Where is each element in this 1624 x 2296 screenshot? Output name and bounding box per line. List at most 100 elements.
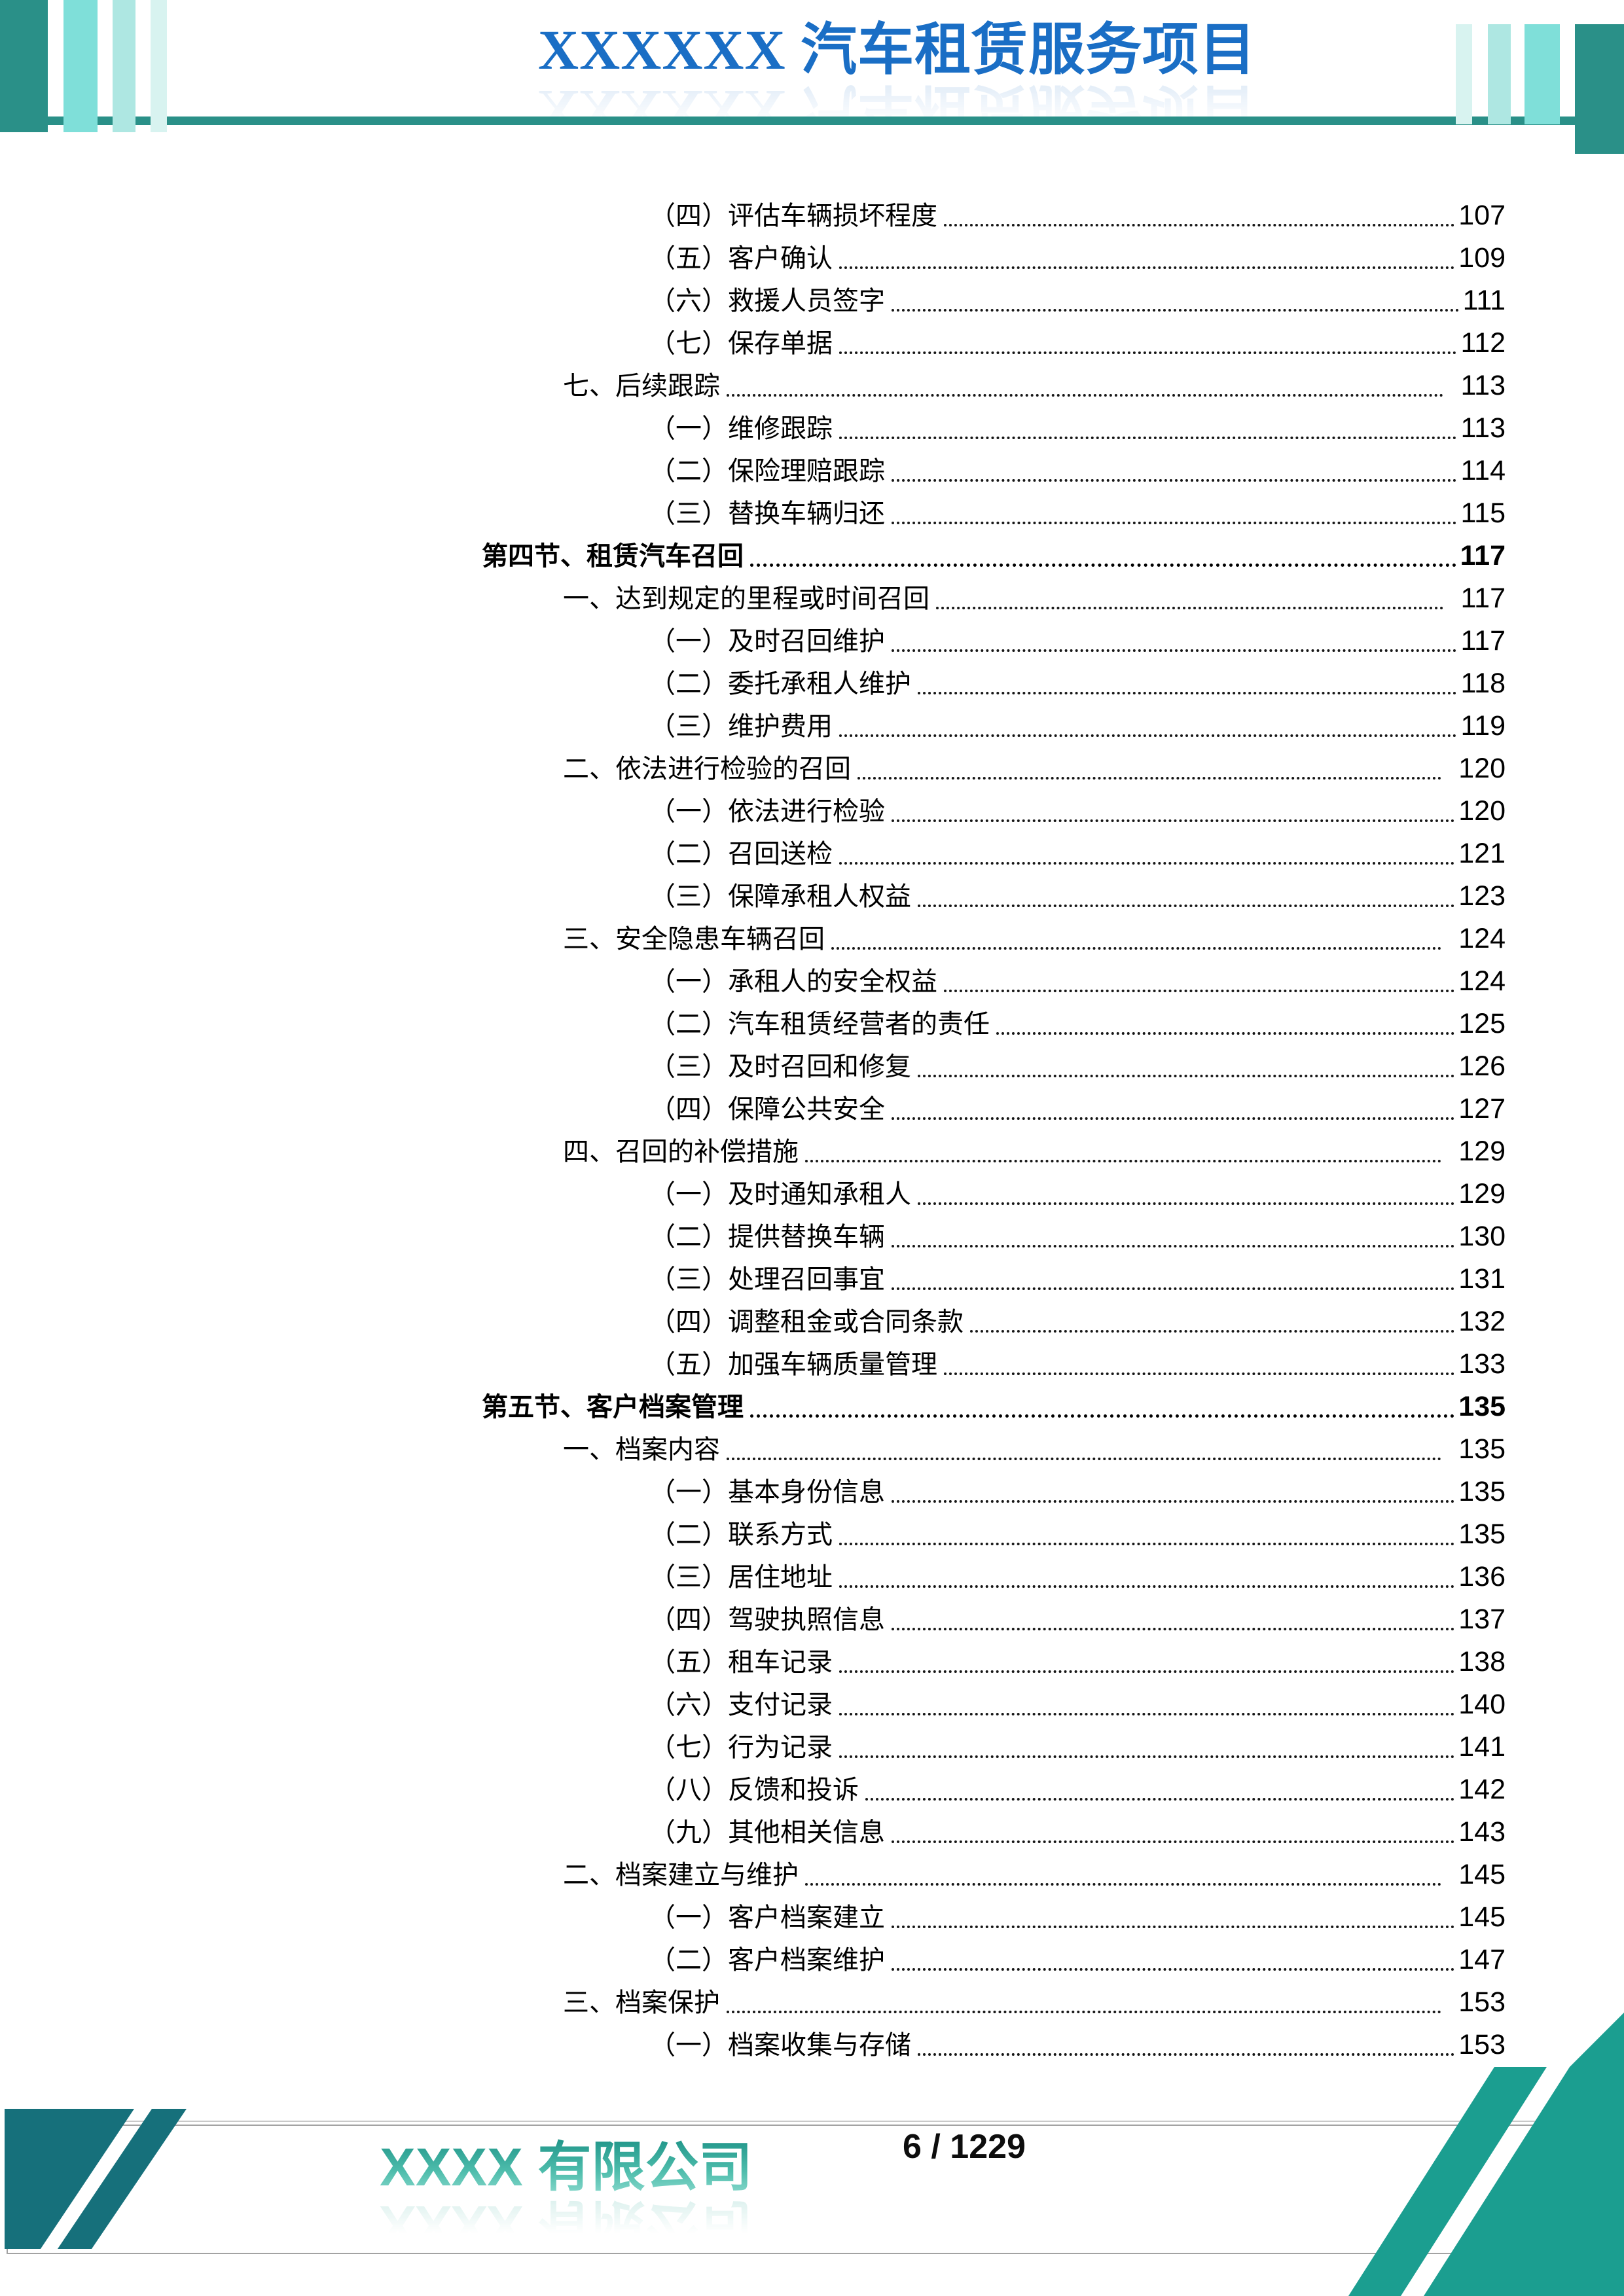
toc-entry[interactable]: （四）调整租金或合同条款 132 <box>0 1300 1624 1343</box>
toc-entry[interactable]: （七）行为记录 141 <box>0 1726 1624 1768</box>
toc-page-number: 120 <box>1458 795 1506 827</box>
toc-dot-leader <box>750 1414 1455 1418</box>
toc-entry[interactable]: （三）保障承租人权益 123 <box>0 875 1624 918</box>
toc-entry[interactable]: （八）反馈和投诉 142 <box>0 1768 1624 1811</box>
toc-page-number: 123 <box>1458 880 1506 912</box>
toc-page-number: 145 <box>1458 1859 1506 1890</box>
toc-entry[interactable]: （九）其他相关信息 143 <box>0 1811 1624 1854</box>
toc-entry-label: （一）基本身份信息 <box>649 1477 885 1507</box>
toc-entry[interactable]: （二）联系方式 135 <box>0 1513 1624 1556</box>
toc-entry[interactable]: （四）评估车辆损坏程度 107 <box>0 194 1624 237</box>
toc-page-number: 109 <box>1458 242 1506 274</box>
toc-entry[interactable]: （二）汽车租赁经营者的责任 125 <box>0 1003 1624 1045</box>
toc-entry-label: （四）保障公共安全 <box>649 1094 885 1124</box>
toc-entry[interactable]: （五）租车记录 138 <box>0 1641 1624 1683</box>
toc-entry[interactable]: （一）基本身份信息 135 <box>0 1471 1624 1513</box>
toc-entry[interactable]: （三）居住地址 136 <box>0 1556 1624 1598</box>
toc-entry[interactable]: （三）维护费用 119 <box>0 705 1624 747</box>
toc-entry-label: （五）客户确认 <box>649 243 833 273</box>
toc-entry[interactable]: （五）加强车辆质量管理 133 <box>0 1343 1624 1386</box>
toc-entry[interactable]: （一）及时通知承租人 129 <box>0 1173 1624 1215</box>
toc-dot-leader <box>996 1032 1455 1035</box>
header-bar-left-medium <box>63 0 98 132</box>
toc-entry[interactable]: （六）支付记录 140 <box>0 1683 1624 1726</box>
toc-entry[interactable]: （四）驾驶执照信息 137 <box>0 1598 1624 1641</box>
toc-entry-label: 第四节、租赁汽车召回 <box>482 541 744 571</box>
toc-page-number: 132 <box>1458 1306 1506 1337</box>
toc-page-number: 119 <box>1460 710 1506 742</box>
toc-dot-leader <box>805 1883 1442 1886</box>
toc-entry[interactable]: （五）客户确认 109 <box>0 237 1624 279</box>
toc-dot-leader <box>831 947 1442 950</box>
toc-dot-leader <box>750 564 1456 567</box>
toc-entry[interactable]: 二、依法进行检验的召回 120 <box>0 747 1624 790</box>
toc-entry[interactable]: 第五节、客户档案管理 135 <box>0 1386 1624 1428</box>
toc-entry-label: （一）客户档案建立 <box>649 1903 885 1932</box>
toc-page-number: 137 <box>1458 1604 1506 1635</box>
toc-dot-leader <box>892 1840 1455 1843</box>
toc-dot-leader <box>918 1202 1455 1205</box>
toc-page-number: 135 <box>1458 1476 1506 1507</box>
toc-dot-leader <box>892 1628 1455 1630</box>
toc-entry-label: 三、档案保护 <box>563 1988 720 2017</box>
toc-dot-leader <box>727 394 1444 397</box>
toc-page-number: 113 <box>1460 412 1506 444</box>
toc-page-number: 140 <box>1458 1689 1506 1720</box>
toc-entry[interactable]: 三、档案保护 153 <box>0 1981 1624 2024</box>
toc-entry[interactable]: （一）及时召回维护 117 <box>0 620 1624 662</box>
toc-dot-leader <box>918 692 1457 694</box>
toc-entry[interactable]: 第四节、租赁汽车召回 117 <box>0 535 1624 577</box>
toc-dot-leader <box>892 522 1457 524</box>
toc-dot-leader <box>839 1713 1455 1715</box>
document-title: XXXXXX 汽车租赁服务项目 <box>538 18 1257 81</box>
header-bar-left-pale <box>151 0 167 132</box>
toc-entry[interactable]: （三）替换车辆归还 115 <box>0 492 1624 535</box>
toc-entry-label: （七）保存单据 <box>649 329 833 358</box>
toc-dot-leader <box>892 1926 1455 1928</box>
toc-entry[interactable]: （二）委托承租人维护 118 <box>0 662 1624 705</box>
toc-page-number: 117 <box>1460 625 1506 656</box>
toc-page-number: 142 <box>1458 1774 1506 1805</box>
toc-entry-label: （二）汽车租赁经营者的责任 <box>649 1009 990 1039</box>
toc-entry[interactable]: （三）处理召回事宜 131 <box>0 1258 1624 1300</box>
toc-entry[interactable]: （三）及时召回和修复 126 <box>0 1045 1624 1088</box>
corner-decoration-bottom-right <box>1296 2003 1624 2296</box>
toc-entry[interactable]: （一）承租人的安全权益 124 <box>0 960 1624 1003</box>
toc-entry[interactable]: 一、档案内容 135 <box>0 1428 1624 1471</box>
toc-entry[interactable]: 七、后续跟踪 113 <box>0 365 1624 407</box>
toc-entry[interactable]: 一、达到规定的里程或时间召回 117 <box>0 577 1624 620</box>
toc-entry[interactable]: （一）档案收集与存储 153 <box>0 2024 1624 2066</box>
toc-dot-leader <box>892 819 1455 822</box>
toc-entry-label: （二）联系方式 <box>649 1520 833 1549</box>
toc-page-number: 121 <box>1458 838 1506 869</box>
toc-entry[interactable]: （二）提供替换车辆 130 <box>0 1215 1624 1258</box>
toc-entry-label: （二）提供替换车辆 <box>649 1222 885 1251</box>
toc-page-number: 115 <box>1460 497 1506 529</box>
toc-entry[interactable]: （四）保障公共安全 127 <box>0 1088 1624 1130</box>
toc-page-number: 117 <box>1460 540 1506 571</box>
toc-entry[interactable]: 二、档案建立与维护 145 <box>0 1854 1624 1896</box>
toc-dot-leader <box>892 649 1457 652</box>
toc-page-number: 126 <box>1458 1050 1506 1082</box>
toc-entry[interactable]: （一）依法进行检验 120 <box>0 790 1624 833</box>
toc-entry[interactable]: （二）客户档案维护 147 <box>0 1939 1624 1981</box>
toc-entry[interactable]: 四、召回的补偿措施 129 <box>0 1130 1624 1173</box>
toc-entry[interactable]: （一）客户档案建立 145 <box>0 1896 1624 1939</box>
toc-page-number: 135 <box>1458 1391 1506 1422</box>
toc-entry[interactable]: （二）保险理赔跟踪 114 <box>0 450 1624 492</box>
toc-entry[interactable]: （一）维修跟踪 113 <box>0 407 1624 450</box>
toc-dot-leader <box>918 1075 1455 1077</box>
toc-entry[interactable]: （二）召回送检 121 <box>0 833 1624 875</box>
toc-dot-leader <box>892 1245 1455 1247</box>
toc-dot-leader <box>892 1287 1455 1290</box>
toc-entry-label: 一、达到规定的里程或时间召回 <box>563 584 929 613</box>
toc-entry-label: （三）维护费用 <box>649 711 833 741</box>
toc-dot-leader <box>839 1543 1455 1545</box>
page-number-indicator: 6 / 1229 <box>903 2128 1026 2166</box>
toc-page-number: 117 <box>1460 583 1506 614</box>
toc-page-number: 129 <box>1458 1136 1506 1167</box>
toc-entry[interactable]: （六）救援人员签字 111 <box>0 279 1624 322</box>
toc-entry[interactable]: 三、安全隐患车辆召回 124 <box>0 918 1624 960</box>
toc-entry[interactable]: （七）保存单据 112 <box>0 322 1624 365</box>
toc-page-number: 145 <box>1458 1901 1506 1933</box>
